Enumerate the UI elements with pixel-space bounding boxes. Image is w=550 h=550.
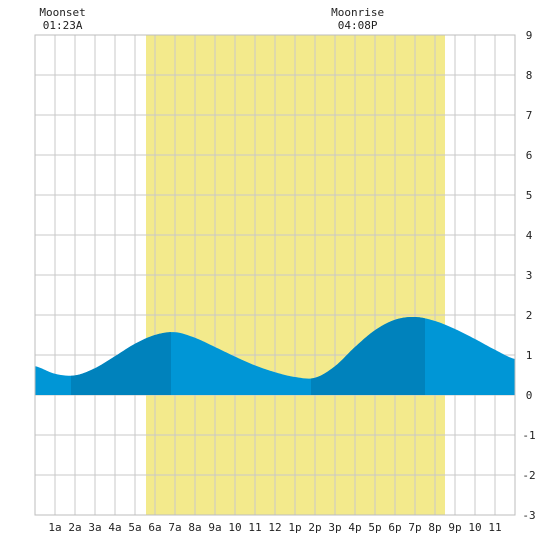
x-tick-label: 10 — [468, 521, 481, 534]
moonset-label: Moonset — [39, 6, 86, 19]
y-tick-label: -3 — [522, 509, 535, 522]
x-tick-label: 7p — [408, 521, 421, 534]
x-tick-label: 5a — [128, 521, 141, 534]
tide-area-layer — [35, 316, 515, 395]
x-tick-label: 9a — [208, 521, 221, 534]
moonrise-time: 04:08P — [337, 19, 378, 32]
moonset-annotation: Moonset 01:23A — [33, 6, 93, 32]
moonrise-annotation: Moonrise 04:08P — [328, 6, 388, 32]
tide-area-rising — [311, 316, 425, 395]
x-tick-label: 3p — [328, 521, 341, 534]
x-tick-label: 10 — [228, 521, 241, 534]
x-tick-label: 6p — [388, 521, 401, 534]
y-tick-label: -1 — [522, 429, 535, 442]
axis-layer — [34, 34, 516, 516]
y-tick-label: -2 — [522, 469, 535, 482]
x-tick-label: 8a — [188, 521, 201, 534]
y-tick-label: 9 — [526, 29, 533, 42]
x-tick-label: 12 — [268, 521, 281, 534]
x-tick-label: 1a — [48, 521, 61, 534]
x-tick-label: 4p — [348, 521, 361, 534]
moonset-time: 01:23A — [42, 19, 83, 32]
x-tick-label: 1p — [288, 521, 301, 534]
x-tick-label: 9p — [448, 521, 461, 534]
y-tick-label: 6 — [526, 149, 533, 162]
y-tick-label: 5 — [526, 189, 533, 202]
y-tick-label: 1 — [526, 349, 533, 362]
x-tick-label: 4a — [108, 521, 121, 534]
y-tick-label: 8 — [526, 69, 533, 82]
x-tick-label: 8p — [428, 521, 441, 534]
y-tick-label: 3 — [526, 269, 533, 282]
x-tick-labels: 1a 2a 3a 4a 5a 6a 7a 8a 9a 10 11 12 1p 2p 3p 4p 5p 6p 7p 8p… — [48, 521, 501, 534]
y-tick-label: 2 — [526, 309, 533, 322]
moonrise-label: Moonrise — [331, 6, 385, 19]
x-tick-label: 6a — [148, 521, 161, 534]
y-tick-label: 0 — [526, 389, 533, 402]
x-tick-label: 2p — [308, 521, 321, 534]
y-tick-label: 7 — [526, 109, 533, 122]
x-tick-label: 5p — [368, 521, 381, 534]
y-tick-label: 4 — [526, 229, 533, 242]
x-tick-label: 7a — [168, 521, 181, 534]
y-tick-labels: -3 -2 -1 0 1 2 3 4 5 6 7 8 9 — [522, 29, 535, 522]
x-tick-label: 3a — [88, 521, 101, 534]
x-tick-label: 2a — [68, 521, 81, 534]
x-tick-label: 11 — [248, 521, 261, 534]
tide-area-rising — [71, 332, 171, 395]
x-tick-label: 11 — [488, 521, 501, 534]
plot-frame — [34, 34, 516, 516]
